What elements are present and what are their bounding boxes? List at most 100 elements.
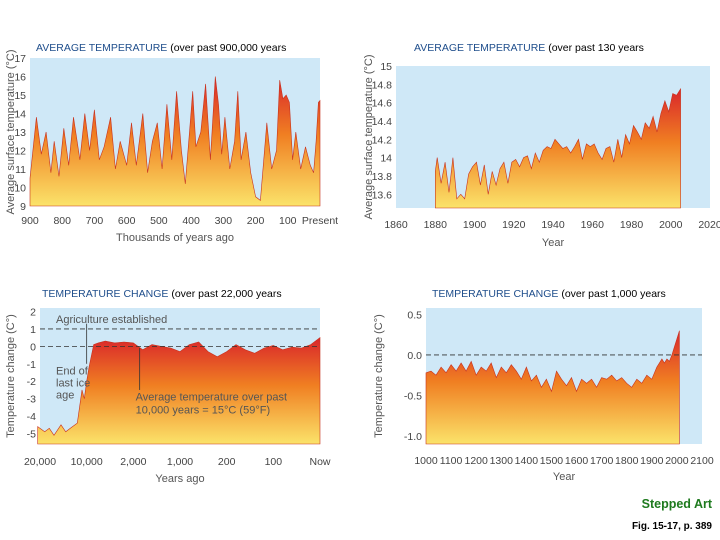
chart-1000y-svg: 0.5 0.0 -0.5 -1.0 1000 1100 1200 1300 1400 1500 16… [373,308,714,483]
x-tick-label: 300 [215,215,233,227]
x-tick-label: 1000 [414,455,438,467]
chart-900k-svg: 9 10 11 12 13 14 15 16 17 900 800 700 600 500 400 300 20… [5,50,338,245]
y-tick-label: 15 [14,90,26,102]
chart-title-subtitle: (over past 900,000 years [167,42,287,54]
x-tick-label: 1900 [463,219,487,231]
y-tick-label: 17 [14,53,26,65]
x-tick-label: 1960 [581,219,605,231]
x-tick-label: 1600 [565,455,589,467]
y-tick-label: 10 [14,183,26,195]
x-tick-label: 1880 [424,219,448,231]
x-tick-label: Present [302,215,338,227]
y-tick-label: -1 [27,359,36,371]
x-tick-label: 1800 [615,455,639,467]
y-tick-label: 15 [380,61,392,73]
x-tick-label: 1860 [384,219,408,231]
y-tick-label: 14.8 [372,79,393,91]
chart-panel-130y: AVERAGE TEMPERATURE (over past 130 years… [360,0,720,270]
chart-130y-svg: 13.6 13.8 14 14.2 14.4 14.6 14.8 15 1860 1880 1900… [363,55,720,250]
y-tick-label: 16 [14,72,26,84]
x-tick-label: 600 [118,215,136,227]
y-tick-label: 9 [20,201,26,213]
x-tick-label: 20,000 [24,456,56,468]
annotation-label: End of last ice age [56,365,90,401]
y-tick-label: 13 [14,127,26,139]
x-axis-label: Thousands of years ago [116,232,234,244]
annotation-label: Average temperature over past 10,000 year… [136,391,287,416]
y-axis-label: Average surface temperature (°C) [363,55,375,220]
chart-title: TEMPERATURE CHANGE (over past 22,000 yea… [42,288,282,300]
x-tick-label: 2020 [698,219,720,231]
chart-title-subtitle: (over past 1,000 years [558,288,666,300]
x-tick-label: Now [309,456,330,468]
y-tick-label: 12 [14,146,26,158]
y-tick-label: -1.0 [404,431,422,443]
x-tick-label: 1940 [541,219,565,231]
chart-title-caps: TEMPERATURE CHANGE [42,288,169,300]
chart-title-caps: TEMPERATURE CHANGE [432,288,559,300]
temperature-area-series [435,87,681,209]
x-tick-label: 2,000 [120,456,146,468]
y-axis-label: Temperature change (C°) [373,314,385,438]
chart-title: TEMPERATURE CHANGE (over past 1,000 year… [432,288,666,300]
x-tick-label: 700 [86,215,104,227]
x-tick-label: 2000 [665,455,689,467]
x-axis-label: Year [553,471,576,483]
x-tick-label: 1300 [490,455,514,467]
y-tick-label: 14.2 [372,134,393,146]
y-tick-label: -4 [27,411,36,423]
x-tick-label: 1900 [640,455,664,467]
y-tick-label: 0.5 [407,309,422,321]
x-tick-label: 2000 [659,219,683,231]
y-tick-label: 11 [15,164,26,176]
chart-panel-900k: AVERAGE TEMPERATURE (over past 900,000 y… [0,0,360,270]
y-tick-label: 13.8 [372,171,393,183]
chart-title: AVERAGE TEMPERATURE (over past 130 years [414,42,644,54]
y-tick-label: 0 [30,341,36,353]
chart-title-subtitle: (over past 22,000 years [168,288,282,300]
y-tick-label: 14 [380,153,392,165]
x-tick-label: 1,000 [167,456,193,468]
x-tick-label: 1700 [590,455,614,467]
x-tick-label: 1500 [540,455,564,467]
x-tick-label: 100 [265,456,283,468]
x-tick-label: 500 [150,215,168,227]
temperature-area-series [29,76,321,207]
y-tick-label: 1 [30,324,36,336]
y-tick-label: 2 [30,306,36,318]
x-tick-label: 1980 [620,219,644,231]
annotation-label: Agriculture established [56,314,167,326]
chart-title-caps: AVERAGE TEMPERATURE [36,42,168,54]
credit-label: Stepped Art [641,497,712,511]
y-tick-label: -5 [27,429,36,441]
x-tick-label: 1100 [440,455,463,467]
x-tick-label: 200 [247,215,265,227]
chart-panel-22k: TEMPERATURE CHANGE (over past 22,000 yea… [0,270,360,540]
y-axis-label: Temperature change (C°) [5,314,17,438]
temperature-area-series [425,330,680,445]
x-tick-label: 400 [182,215,200,227]
chart-22k-svg: 2 1 0 -1 -2 -3 -4 -5 20,000 10,000 2,000 1,000 200 10… [5,306,331,485]
x-tick-label: 2100 [690,455,714,467]
chart-title-subtitle: (over past 130 years [545,42,644,54]
y-tick-label: -0.5 [404,390,422,402]
figure-reference: Fig. 15-17, p. 389 [631,521,712,532]
y-tick-label: 14.6 [372,98,393,110]
y-tick-label: 13.6 [372,189,393,201]
chart-panel-1000y: TEMPERATURE CHANGE (over past 1,000 year… [360,270,720,540]
temperature-area-series [37,336,321,445]
y-tick-label: -3 [27,394,36,406]
y-tick-label: 14 [14,109,26,121]
x-axis-label: Year [542,237,565,249]
x-tick-label: 100 [279,215,297,227]
x-tick-label: 200 [218,456,236,468]
x-tick-label: 1920 [502,219,526,231]
y-tick-label: 14.4 [372,116,393,128]
y-tick-label: 0.0 [407,350,422,362]
x-tick-label: 1200 [465,455,489,467]
y-tick-label: -2 [27,376,36,388]
x-axis-label: Years ago [155,473,204,485]
x-tick-label: 900 [21,215,39,227]
y-axis-label: Average surface temperature (°C) [5,50,17,215]
chart-title-caps: AVERAGE TEMPERATURE [414,42,546,54]
